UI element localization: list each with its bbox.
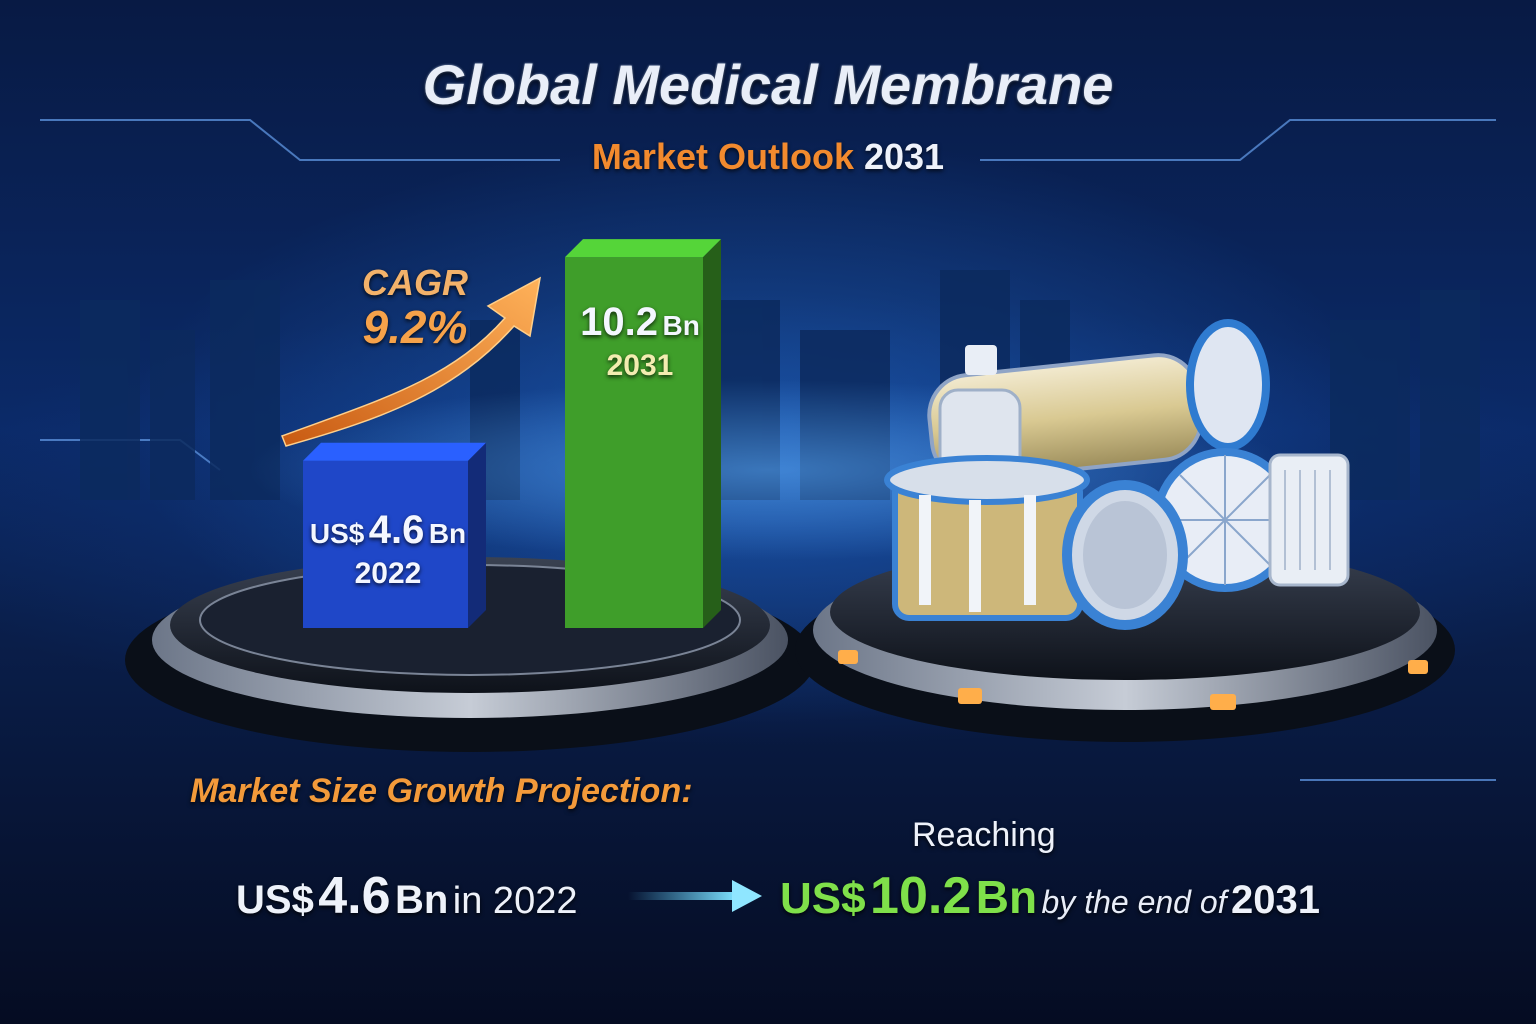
bar-label-2022-unit: Bn [428,518,467,549]
cagr-label: CAGR [362,262,468,303]
bar-label-2022: US$ 4.6 Bn 2022 [283,508,493,591]
bar-front-2031 [565,257,703,628]
page-subtitle: Market Outlook 2031 [0,136,1536,178]
bar-label-2031-unit: Bn [662,310,700,341]
bar-2022 [303,442,486,628]
bar-side-2022 [468,442,486,628]
from-tail: in 2022 [452,880,578,922]
from-unit: Bn [395,878,449,922]
to-year: 2031 [1230,878,1320,922]
to-number: 10.2 [870,867,972,925]
bars-group [303,239,721,628]
bar-top-2031 [565,239,721,258]
bar-side-2031 [703,239,721,628]
subtitle-year: 2031 [863,136,945,177]
from-currency: US$ [236,878,314,922]
reaching-label: Reaching [912,816,1056,854]
to-currency: US$ [780,874,866,923]
growth-arrow [281,276,542,447]
bar-label-2031-value: 10.2 [580,300,659,344]
growth-from: US$ 4.6 Bn in 2022 [236,866,577,926]
growth-heading: Market Size Growth Projection: [190,772,693,810]
to-tail: by the end of [1041,884,1227,920]
cagr-callout: CAGR 9.2% [330,262,500,354]
bar-label-2022-prefix: US$ [309,518,365,549]
growth-to: US$ 10.2 Bn by the end of 2031 [780,866,1320,926]
bar-label-2022-year: 2022 [354,557,422,590]
bar-label-2022-value: 4.6 [368,508,425,552]
membrane-equipment-illustration [884,319,1350,630]
bar-label-2031: 10.2 Bn 2031 [545,300,735,383]
to-unit: Bn [975,871,1038,923]
bar-label-2031-year: 2031 [606,349,674,382]
page-title: Global Medical Membrane [422,53,1114,116]
bar-top-2022 [303,442,486,461]
subtitle-prefix: Market Outlook [591,136,854,177]
bar-front-2022 [303,460,468,628]
bar-2031 [565,239,721,628]
from-number: 4.6 [318,867,391,925]
cagr-value: 9.2% [362,301,468,353]
right-arrow-icon [628,880,762,912]
